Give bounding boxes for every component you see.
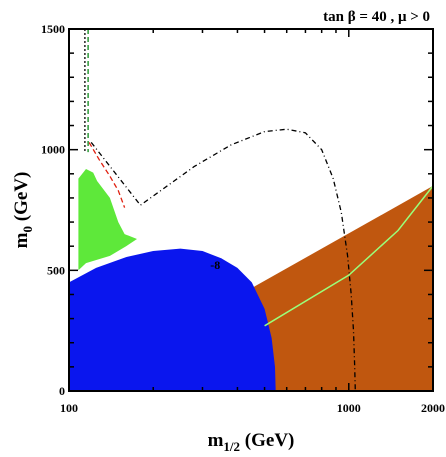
x-axis-title-main: m <box>208 430 224 451</box>
y-axis-title: m0 (GeV) <box>11 172 35 249</box>
dash-dot-contour <box>90 128 356 391</box>
plot-area: -8 <box>69 29 433 391</box>
y-tick-label: 500 <box>47 263 65 277</box>
green-region <box>78 169 137 271</box>
contour-label: -8 <box>210 258 220 272</box>
blue-region <box>69 248 276 391</box>
y-axis-title-main: m <box>11 232 32 248</box>
axis-ticks: 100 1000 2000 0 500 1000 1500 <box>41 22 445 415</box>
y-tick-label: 0 <box>59 384 65 398</box>
x-tick-label: 100 <box>60 401 78 415</box>
y-axis-title-subscript: 0 <box>20 226 35 233</box>
x-axis-title-unit: (GeV) <box>240 430 294 451</box>
y-axis-title-unit: (GeV) <box>11 172 32 226</box>
header-label: tan β = 40 , μ > 0 <box>323 9 430 25</box>
x-axis-title: m1/2 (GeV) <box>208 430 295 454</box>
x-tick-label: 2000 <box>421 401 445 415</box>
y-tick-label: 1500 <box>41 22 65 36</box>
plot-frame <box>68 28 434 392</box>
x-tick-label: 1000 <box>337 401 361 415</box>
light-green-boundary <box>264 185 433 327</box>
x-axis-title-subscript: 1/2 <box>223 439 240 454</box>
y-tick-label: 1000 <box>41 143 65 157</box>
